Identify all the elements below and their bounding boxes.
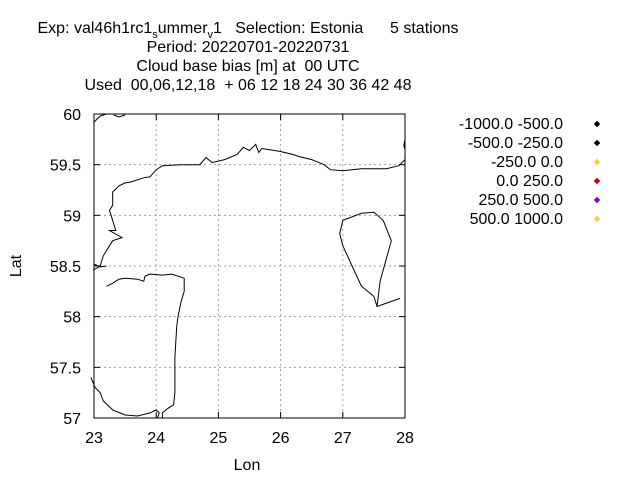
coastline-map [90, 113, 406, 419]
legend-label: 250.0 500.0 [478, 192, 563, 209]
x-axis-ticks: 23 24 25 26 27 28 [85, 114, 414, 447]
legend: -1000.0 -500.0 -500.0 -250.0 -250.0 0.0 0.0… [459, 116, 601, 228]
x-tick-label: 25 [210, 430, 228, 447]
legend-marker [593, 158, 601, 166]
y-tick-label: 58 [63, 310, 81, 327]
chart-title-line1: Exp: val46h1rc1summerv1 Selection: Eston… [38, 20, 459, 41]
x-tick-label: 28 [396, 430, 414, 447]
coastline-segment [93, 263, 107, 268]
legend-marker [593, 196, 601, 204]
y-tick-label: 58.5 [50, 259, 81, 276]
y-tick-label: 59 [63, 208, 81, 225]
legend-label: -1000.0 -500.0 [459, 116, 563, 133]
y-tick-label: 60 [63, 107, 81, 124]
y-tick-label: 57.5 [50, 360, 81, 377]
legend-marker [593, 139, 601, 147]
y-tick-label: 59.5 [50, 158, 81, 175]
chart-title-line4: Used 00,06,12,18 + 06 12 18 24 30 36 42 … [85, 77, 412, 94]
chart-title-line3: Cloud base bias [m] at 00 UTC [136, 58, 359, 75]
coastline-segment [90, 377, 160, 419]
legend-marker [593, 215, 601, 223]
x-tick-label: 27 [334, 430, 352, 447]
x-tick-label: 24 [147, 430, 165, 447]
coastline-segment [339, 211, 401, 308]
x-axis-label: Lon [234, 457, 261, 474]
coastline-segment [92, 143, 406, 271]
coastline-segment [106, 273, 185, 418]
legend-label: 500.0 1000.0 [470, 211, 564, 228]
x-tick-label: 26 [272, 430, 290, 447]
legend-marker [593, 120, 601, 128]
x-tick-label: 23 [85, 430, 103, 447]
y-tick-label: 57 [63, 411, 81, 428]
chart-title-line2: Period: 20220701-20220731 [147, 39, 350, 56]
legend-marker [593, 177, 601, 185]
coastline-segment [113, 114, 126, 118]
legend-label: 0.0 250.0 [496, 173, 563, 190]
y-axis-ticks: 57 57.5 58 58.5 59 59.5 60 [50, 107, 405, 428]
legend-label: -500.0 -250.0 [468, 135, 563, 152]
legend-label: -250.0 0.0 [491, 154, 563, 171]
y-axis-label: Lat [8, 254, 25, 277]
coastline-segment [93, 113, 107, 123]
grid-lines [94, 114, 405, 418]
